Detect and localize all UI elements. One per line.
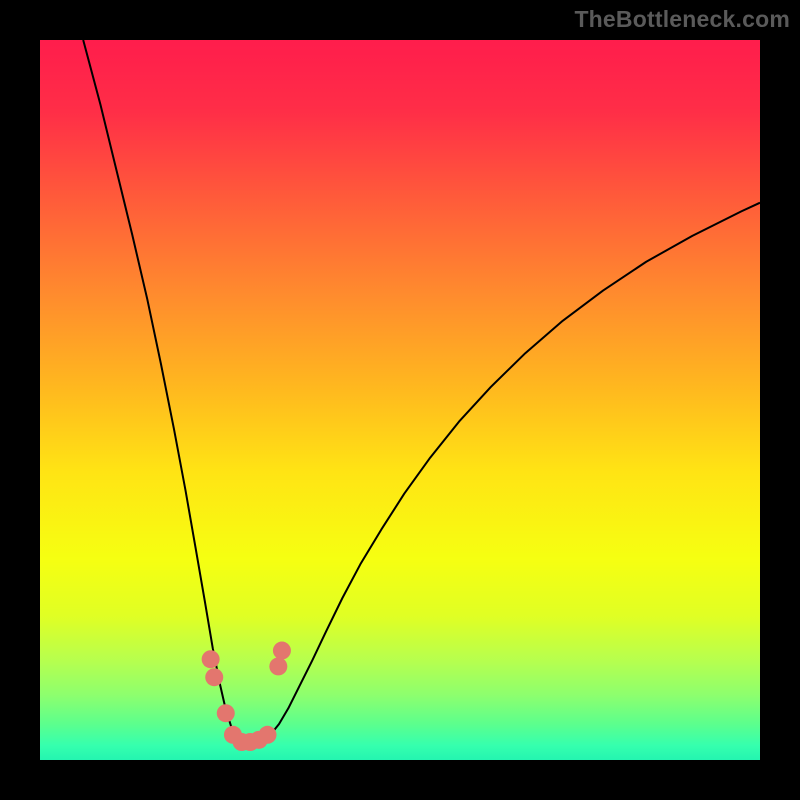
watermark-text: TheBottleneck.com: [574, 6, 790, 33]
curve-marker: [217, 704, 235, 722]
curve-marker: [273, 642, 291, 660]
curve-marker: [259, 726, 277, 744]
curve-marker: [202, 650, 220, 668]
plot-area: [40, 40, 760, 760]
curve-marker: [269, 657, 287, 675]
chart-svg: [40, 40, 760, 760]
curve-marker: [205, 668, 223, 686]
bottleneck-curve: [83, 40, 760, 742]
